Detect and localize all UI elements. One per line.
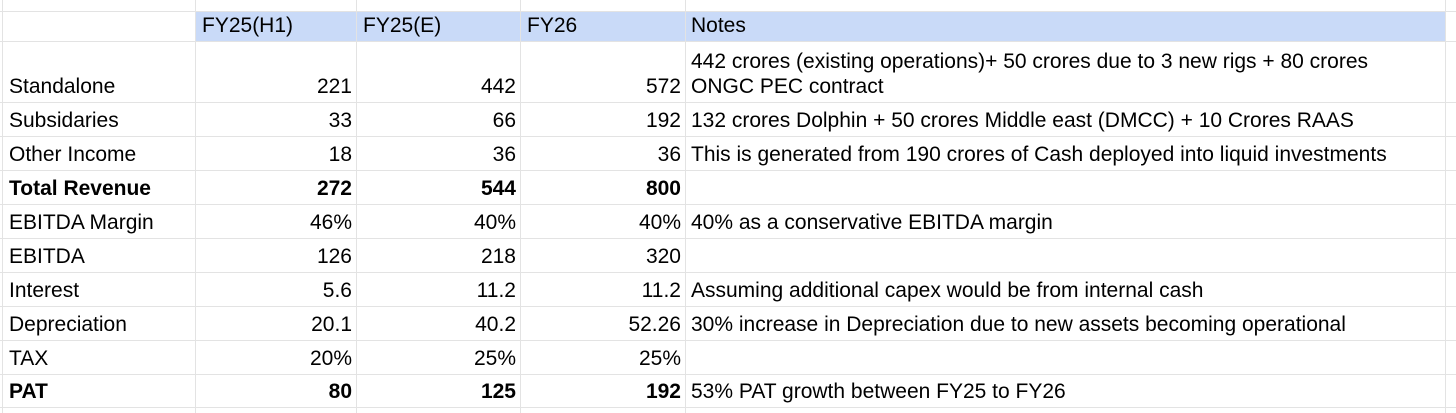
cell-value-fy25e[interactable]: 66 (357, 103, 521, 137)
cell-value-fy26[interactable]: 800 (521, 171, 686, 205)
cell-value-fy25e[interactable]: 544 (357, 171, 521, 205)
column-header-fy25e[interactable]: FY25(E) (357, 12, 521, 42)
partial-row-cell (521, 0, 686, 12)
note-text: 442 crores (existing operations)+ 50 cro… (691, 50, 1369, 98)
cell-note[interactable]: 30% increase in Depreciation due to new … (686, 307, 1446, 341)
cell-value-fy26[interactable]: 192 (521, 375, 686, 408)
cell-note[interactable]: 40% as a conservative EBITDA margin (686, 205, 1446, 239)
cell-label[interactable]: Interest (3, 273, 196, 307)
cell-value-fy25h1[interactable]: 80 (196, 375, 357, 408)
cell-label[interactable]: PAT (3, 375, 196, 408)
cell-label[interactable]: Depreciation (3, 307, 196, 341)
cell-label[interactable]: TAX (3, 341, 196, 375)
edge-cell (1446, 103, 1456, 137)
edge-cell (0, 341, 3, 375)
cell-note[interactable]: This is generated from 190 crores of Cas… (686, 137, 1446, 171)
cell-value-fy25h1[interactable]: 46% (196, 205, 357, 239)
cell-value-fy25e[interactable]: 442 (357, 42, 521, 103)
cell-value-fy25h1[interactable]: 18 (196, 137, 357, 171)
partial-row-cell (1446, 408, 1456, 413)
cell-value-fy26[interactable]: 572 (521, 42, 686, 103)
edge-cell (1446, 273, 1456, 307)
edge-cell (0, 42, 3, 103)
partial-row-cell (196, 0, 357, 12)
cell-value-fy25h1[interactable]: 5.6 (196, 273, 357, 307)
cell-value-fy25h1[interactable]: 126 (196, 239, 357, 273)
cell-value-fy25e[interactable]: 25% (357, 341, 521, 375)
edge-cell (0, 307, 3, 341)
edge-cell (1446, 341, 1456, 375)
cell-value-fy25h1[interactable]: 272 (196, 171, 357, 205)
partial-row-cell (1446, 0, 1456, 12)
cell-value-fy26[interactable]: 36 (521, 137, 686, 171)
cell-note[interactable]: Assuming additional capex would be from … (686, 273, 1446, 307)
edge-cell (0, 273, 3, 307)
edge-cell (0, 0, 3, 12)
edge-cell (0, 205, 3, 239)
partial-row-cell (357, 0, 521, 12)
cell-value-fy25h1[interactable]: 20% (196, 341, 357, 375)
cell-label[interactable]: Total Revenue (3, 171, 196, 205)
column-header-blank[interactable] (3, 12, 196, 42)
cell-label[interactable]: Standalone (3, 42, 196, 103)
cell-value-fy26[interactable]: 192 (521, 103, 686, 137)
cell-value-fy25h1[interactable]: 20.1 (196, 307, 357, 341)
cell-value-fy25e[interactable]: 125 (357, 375, 521, 408)
cell-note[interactable]: 442 crores (existing operations)+ 50 cro… (686, 42, 1446, 103)
edge-cell (1446, 171, 1456, 205)
cell-value-fy26[interactable]: 320 (521, 239, 686, 273)
cell-value-fy26[interactable]: 25% (521, 341, 686, 375)
cell-value-fy25e[interactable]: 40.2 (357, 307, 521, 341)
edge-cell (0, 239, 3, 273)
column-header-fy25h1[interactable]: FY25(H1) (196, 12, 357, 42)
partial-row-cell (521, 408, 686, 413)
partial-row-cell (686, 0, 1446, 12)
partial-row-cell (686, 408, 1446, 413)
column-header-fy26[interactable]: FY26 (521, 12, 686, 42)
cell-note[interactable]: 53% PAT growth between FY25 to FY26 (686, 375, 1446, 408)
partial-row-cell (3, 408, 196, 413)
cell-value-fy25e[interactable]: 11.2 (357, 273, 521, 307)
edge-cell (0, 171, 3, 205)
cell-value-fy25e[interactable]: 36 (357, 137, 521, 171)
partial-row-cell (3, 0, 196, 12)
edge-cell (1446, 239, 1456, 273)
edge-cell (1446, 137, 1456, 171)
edge-cell (1446, 42, 1456, 103)
edge-cell (1446, 375, 1456, 408)
cell-value-fy26[interactable]: 40% (521, 205, 686, 239)
cell-note[interactable] (686, 239, 1446, 273)
cell-value-fy26[interactable]: 11.2 (521, 273, 686, 307)
partial-row-cell (357, 408, 521, 413)
edge-cell (1446, 307, 1456, 341)
cell-value-fy25h1[interactable]: 221 (196, 42, 357, 103)
column-header-notes[interactable]: Notes (686, 12, 1446, 42)
edge-cell (0, 137, 3, 171)
cell-label[interactable]: EBITDA (3, 239, 196, 273)
cell-value-fy26[interactable]: 52.26 (521, 307, 686, 341)
edge-cell (0, 103, 3, 137)
edge-cell (0, 408, 3, 413)
cell-label[interactable]: Subsidaries (3, 103, 196, 137)
edge-cell (0, 375, 3, 408)
cell-value-fy25e[interactable]: 218 (357, 239, 521, 273)
cell-value-fy25e[interactable]: 40% (357, 205, 521, 239)
header-edge-cell (1446, 12, 1456, 42)
cell-label[interactable]: EBITDA Margin (3, 205, 196, 239)
cell-value-fy25h1[interactable]: 33 (196, 103, 357, 137)
partial-row-cell (196, 408, 357, 413)
edge-cell (1446, 205, 1456, 239)
edge-cell (0, 12, 3, 42)
cell-note[interactable] (686, 171, 1446, 205)
cell-note[interactable] (686, 341, 1446, 375)
cell-label[interactable]: Other Income (3, 137, 196, 171)
cell-note[interactable]: 132 crores Dolphin + 50 crores Middle ea… (686, 103, 1446, 137)
